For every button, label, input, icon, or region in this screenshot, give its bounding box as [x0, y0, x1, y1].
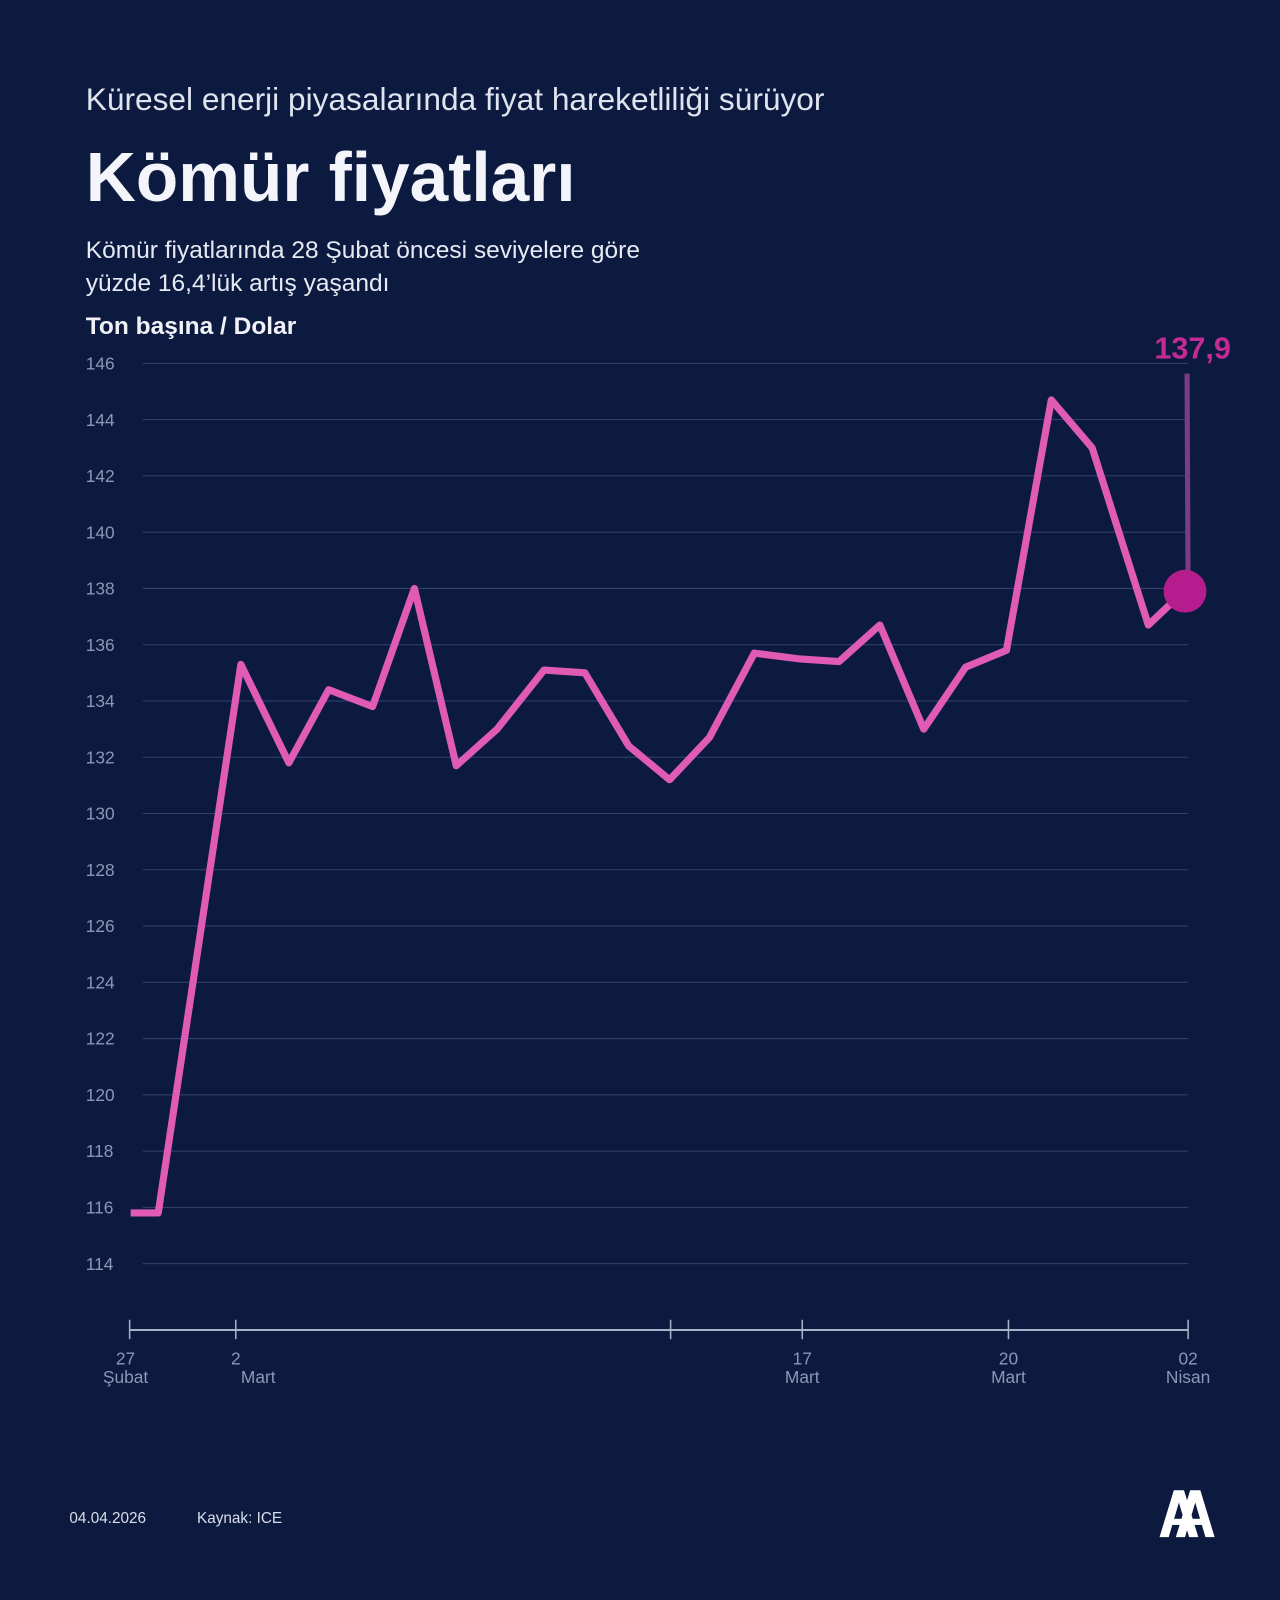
- y-tick-label: 136: [86, 635, 115, 655]
- y-tick-label: 126: [86, 916, 115, 936]
- x-tick-label: Mart: [785, 1367, 820, 1387]
- subtitle: Küresel enerji piyasalarında fiyat harek…: [85, 81, 825, 118]
- x-tick-label: 17: [793, 1349, 812, 1369]
- y-tick-label: 134: [86, 691, 115, 711]
- y-tick-label: 138: [86, 579, 115, 599]
- y-tick-label: 114: [86, 1254, 114, 1274]
- x-tick-label: 20: [999, 1349, 1018, 1369]
- aa-logo-icon: [1159, 1490, 1215, 1538]
- y-tick-label: 142: [86, 466, 115, 486]
- description-line: Kömür fiyatlarında 28 Şubat öncesi seviy…: [85, 236, 640, 265]
- y-tick-label: 116: [86, 1197, 114, 1217]
- y-tick-label: 122: [86, 1029, 115, 1049]
- annotation-leader: [1184, 373, 1191, 592]
- x-tick-label: Şubat: [103, 1367, 149, 1387]
- last-value-label: 137,9: [1154, 331, 1231, 365]
- y-tick-label: 124: [86, 972, 115, 992]
- x-tick-label: 27: [116, 1349, 135, 1369]
- y-tick-label: 144: [86, 410, 115, 430]
- x-tick-label: Nisan: [1166, 1367, 1210, 1387]
- x-tick-label: 2: [231, 1349, 241, 1369]
- y-tick-label: 132: [86, 747, 115, 767]
- x-tick-label: 02: [1178, 1349, 1197, 1369]
- footer-source: Kaynak: ICE: [196, 1509, 283, 1527]
- y-tick-label: 118: [86, 1141, 114, 1161]
- x-tick-label: Mart: [991, 1367, 1026, 1387]
- y-tick-label: 140: [86, 522, 115, 542]
- description: Kömür fiyatlarında 28 Şubat öncesi seviy…: [86, 235, 800, 300]
- y-tick-label: 120: [86, 1085, 115, 1105]
- last-value-dot: [1163, 569, 1207, 613]
- line-chart: 146 144 142 140 138 136 134 132 130 128 126 124 122 1…: [86, 331, 1231, 1387]
- x-tick-label: Mart: [241, 1367, 276, 1387]
- y-tick-label: 146: [86, 353, 115, 373]
- footer-date: 04.04.2026: [69, 1509, 147, 1527]
- page-title: Kömür fiyatları: [85, 138, 576, 217]
- y-tick-label: 130: [86, 804, 115, 824]
- unit-label: Ton başına / Dolar: [85, 312, 297, 340]
- description-line: yüzde 16,4’lük artış yaşandı: [85, 269, 390, 298]
- price-line: [130, 396, 1187, 1217]
- y-tick-label: 128: [86, 860, 115, 880]
